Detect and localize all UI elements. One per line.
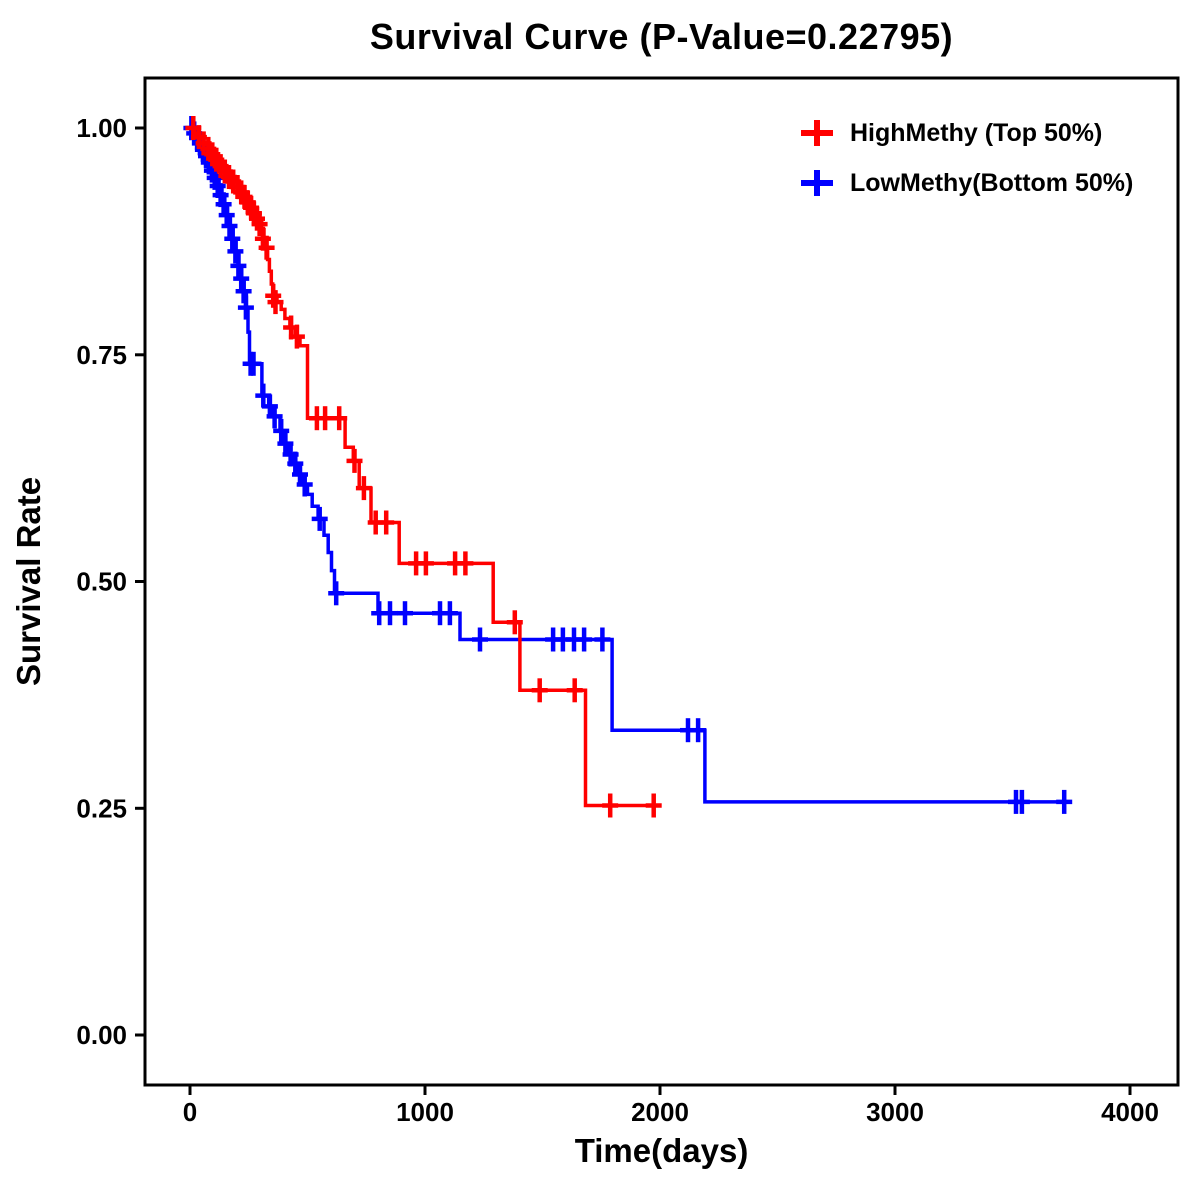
x-tick-label: 3000 <box>866 1097 924 1127</box>
legend-label-highmethy: HighMethy (Top 50%) <box>850 118 1103 147</box>
legend-item-highmethy: HighMethy (Top 50%) <box>798 114 1133 152</box>
chart-title: Survival Curve (P-Value=0.22795) <box>369 16 954 57</box>
x-tick-label: 0 <box>183 1097 197 1127</box>
legend-label-lowmethy: LowMethy(Bottom 50%) <box>850 168 1134 197</box>
legend-item-lowmethy: LowMethy(Bottom 50%) <box>798 164 1133 202</box>
y-tick-label: 1.00 <box>76 113 127 143</box>
x-tick-label: 1000 <box>396 1097 454 1127</box>
y-tick-label: 0.00 <box>76 1020 127 1050</box>
x-axis-label: Time(days) <box>574 1132 749 1169</box>
y-tick-label: 0.75 <box>76 340 127 370</box>
y-tick-label: 0.25 <box>76 793 127 823</box>
y-axis-label: Survival Rate <box>10 476 47 687</box>
plus-marker-icon <box>801 170 833 196</box>
plus-marker-icon <box>801 120 833 146</box>
x-tick-label: 4000 <box>1101 1097 1159 1127</box>
plot-border <box>143 76 1180 1087</box>
survival-curve-lowmethy-bottom-50 <box>190 126 1065 804</box>
legend: HighMethy (Top 50%) LowMethy(Bottom 50%) <box>798 114 1133 202</box>
y-tick-label: 0.50 <box>76 567 127 597</box>
x-tick-label: 2000 <box>631 1097 689 1127</box>
